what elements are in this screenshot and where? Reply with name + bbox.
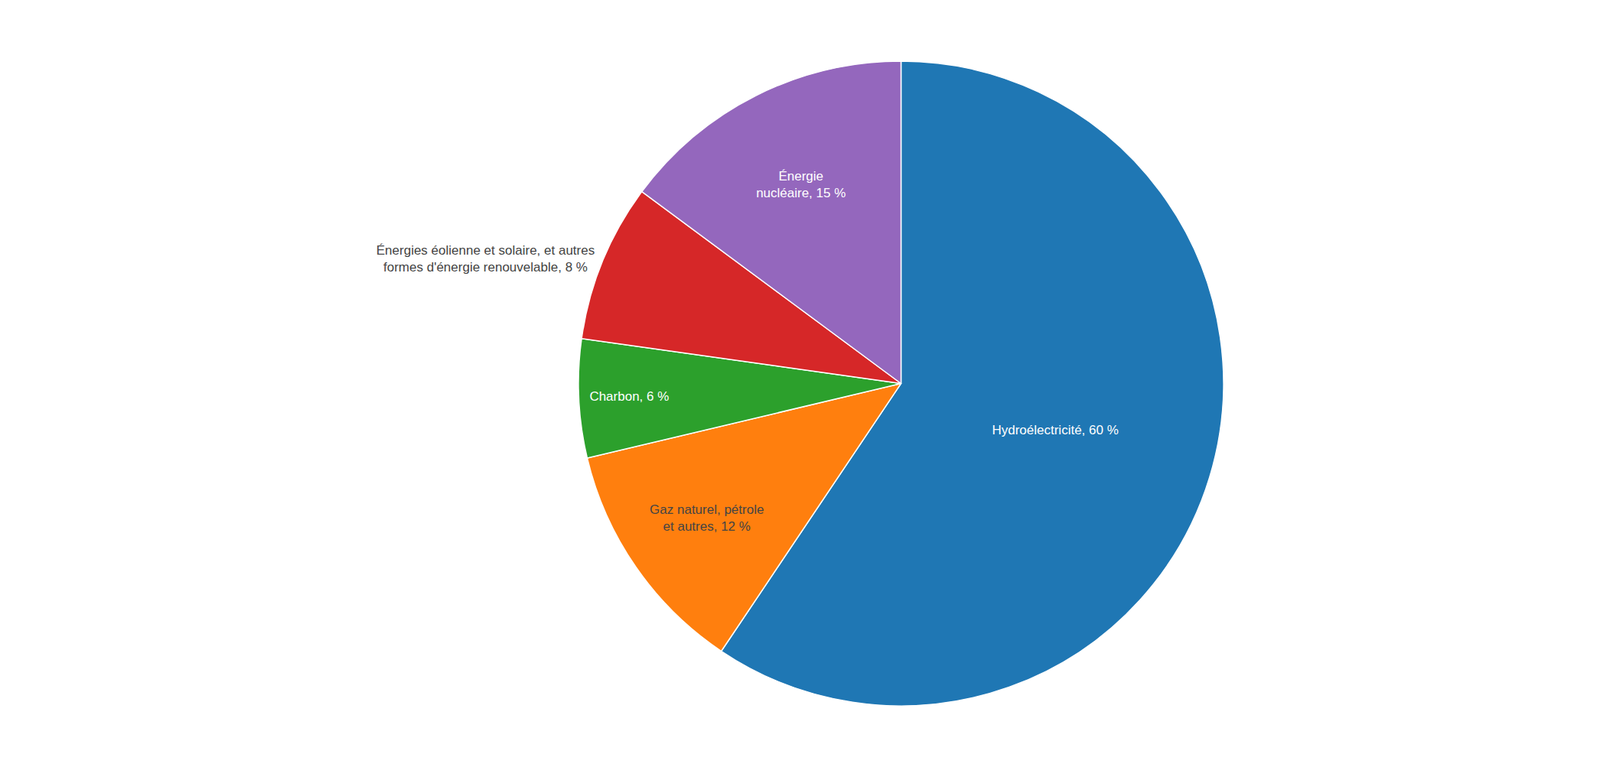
svg-text:Gaz naturel, pétroleet autres,: Gaz naturel, pétroleet autres, 12 % xyxy=(649,502,764,535)
svg-text:Énergies éolienne et solaire,: Énergies éolienne et solaire, et autresf… xyxy=(376,243,595,275)
svg-text:Hydroélectricité, 60 %: Hydroélectricité, 60 % xyxy=(991,423,1118,438)
svg-text:Charbon, 6 %: Charbon, 6 % xyxy=(589,389,669,405)
svg-text:Énergienucléaire, 15 %: Énergienucléaire, 15 % xyxy=(756,169,846,201)
